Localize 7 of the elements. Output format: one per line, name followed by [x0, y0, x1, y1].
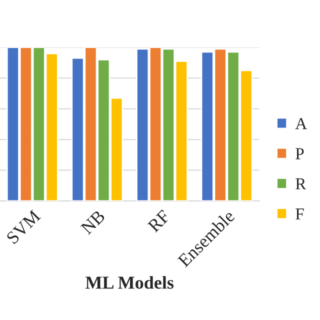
- legend-label: R: [296, 178, 306, 190]
- legend-label: A: [295, 118, 308, 130]
- legend-label: F: [296, 208, 304, 220]
- x-tick-label: RF: [147, 210, 170, 233]
- x-axis-title: ML Models: [86, 276, 174, 289]
- x-tick-label: NB: [80, 210, 106, 235]
- legend-label: P: [296, 148, 304, 160]
